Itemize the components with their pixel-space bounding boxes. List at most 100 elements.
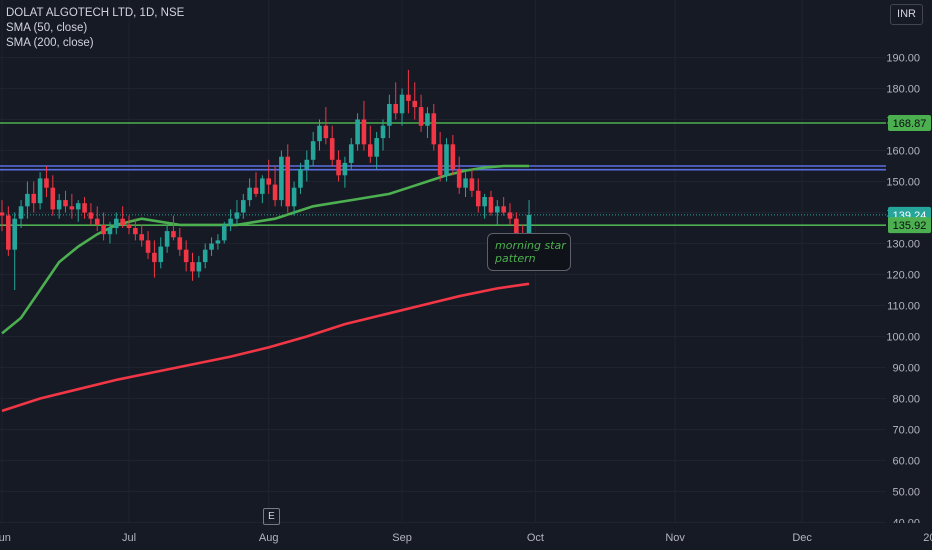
candle-body	[75, 203, 81, 210]
candle-body	[107, 228, 113, 235]
candle-body	[50, 187, 56, 210]
candle-body	[526, 214, 532, 241]
time-tick-label: 2025	[923, 532, 932, 544]
candle-body	[25, 193, 30, 207]
candle-body	[444, 144, 449, 176]
time-tick-label: Aug	[259, 532, 279, 544]
candlesticks	[0, 69, 532, 290]
candle-body	[304, 159, 310, 170]
chart-grid	[0, 0, 886, 523]
candle-body	[495, 206, 500, 213]
candle-body	[69, 206, 75, 210]
candle-body	[209, 243, 214, 250]
candle-body	[425, 113, 430, 126]
candle-body	[514, 218, 519, 235]
candle-body	[228, 218, 233, 225]
candle-body	[393, 104, 398, 114]
candle-body	[12, 218, 17, 250]
price-tick-label: 80.00	[892, 394, 920, 406]
price-tick-label: 90.00	[892, 363, 920, 375]
price-tick-label: 150.00	[886, 177, 920, 189]
candle-body	[507, 212, 513, 219]
candle-body	[437, 144, 443, 176]
candle-body	[368, 144, 373, 157]
candle-body	[418, 107, 424, 126]
candle-body	[164, 231, 170, 247]
candle-body	[323, 125, 329, 139]
candle-body	[6, 215, 11, 250]
price-tick-label: 60.00	[892, 456, 920, 468]
candle-body	[431, 113, 437, 145]
time-tick-label: Sep	[392, 532, 412, 544]
price-axis-bg	[886, 0, 932, 550]
candle-body	[94, 218, 100, 225]
candle-body	[158, 246, 164, 263]
time-axis-bg	[0, 523, 932, 550]
candle-body	[298, 169, 303, 188]
candle-body	[450, 144, 456, 170]
candle-body	[0, 212, 5, 216]
sma-50-legend[interactable]: SMA (50, close)	[6, 22, 88, 34]
candle-body	[145, 240, 151, 253]
candle-body	[406, 94, 411, 101]
candle-body	[120, 218, 125, 225]
price-tick-label: 190.00	[886, 53, 920, 65]
candle-body	[310, 141, 316, 160]
price-tick-label: 110.00	[887, 301, 920, 313]
candle-body	[399, 94, 405, 114]
morning-star-annotation[interactable]: morning star pattern	[487, 233, 571, 271]
horizontal-lines	[0, 122, 886, 226]
candle-body	[215, 240, 221, 244]
candle-body	[190, 262, 195, 272]
price-tick-label: 120.00	[886, 270, 920, 282]
candle-body	[37, 178, 43, 204]
candle-body	[253, 187, 259, 194]
price-axis[interactable]: 40.0050.0060.0070.0080.0090.00100.00110.…	[886, 0, 932, 550]
candle-body	[482, 197, 487, 207]
candle-body	[241, 200, 246, 213]
price-tick-label: 130.00	[886, 239, 920, 251]
candle-body	[317, 125, 322, 142]
candle-body	[355, 119, 360, 145]
candle-body	[126, 224, 132, 228]
candle-body	[380, 125, 386, 139]
price-tick-label: 160.00	[886, 146, 920, 158]
candle-body	[171, 231, 176, 238]
candle-body	[336, 159, 341, 176]
symbol-title[interactable]: DOLAT ALGOTECH LTD, 1D, NSE	[6, 7, 185, 19]
sma-200-legend[interactable]: SMA (200, close)	[6, 37, 94, 49]
time-axis[interactable]: Jun Jul Aug Sep Oct Nov Dec 2025	[0, 523, 932, 550]
time-tick-label: Jul	[122, 532, 136, 544]
candle-body	[152, 252, 157, 263]
price-tick-label: 50.00	[892, 487, 920, 499]
candle-body	[82, 203, 87, 213]
candle-body	[260, 178, 265, 194]
time-tick-label: Jun	[0, 532, 11, 544]
candle-body	[133, 228, 138, 235]
price-tick-label: 180.00	[886, 84, 920, 96]
price-label-135-bg	[888, 217, 931, 234]
candle-body	[114, 218, 119, 228]
candle-body	[348, 144, 354, 163]
price-label-168: 168.87	[893, 118, 927, 130]
earnings-badge[interactable]: E	[263, 508, 280, 525]
sma-50-line	[1, 164, 529, 335]
price-tick-label: 70.00	[892, 425, 920, 437]
candle-body	[475, 190, 481, 207]
sma-200-group	[1, 282, 530, 413]
candle-body	[202, 249, 208, 263]
candle-body	[234, 212, 240, 219]
candle-body	[44, 178, 49, 188]
candle-body	[501, 206, 506, 213]
candle-body	[18, 206, 24, 219]
candle-body	[412, 100, 418, 108]
currency-button[interactable]: INR	[890, 4, 923, 25]
candle-body	[272, 184, 278, 201]
candle-body	[291, 187, 297, 207]
price-tick-label: 100.00	[886, 332, 920, 344]
candle-body	[463, 178, 468, 188]
candle-body	[31, 193, 37, 204]
candle-body	[139, 234, 144, 241]
